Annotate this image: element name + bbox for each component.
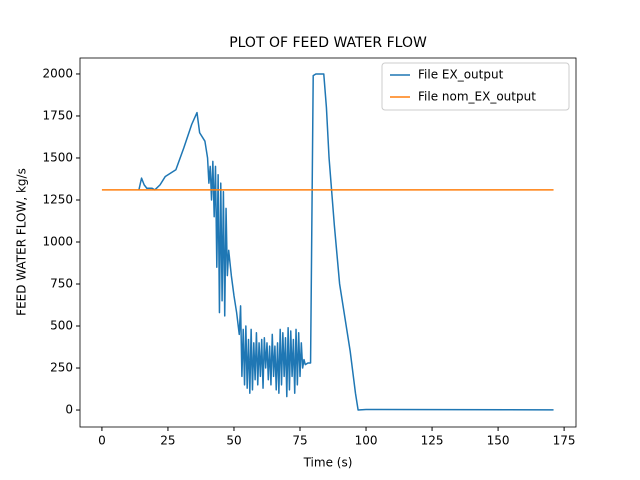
y-axis-label: FEED WATER FLOW, kg/s bbox=[15, 168, 29, 316]
y-tick-label: 500 bbox=[50, 319, 73, 333]
y-tick-label: 750 bbox=[50, 277, 73, 291]
y-tick-label: 1750 bbox=[42, 108, 73, 122]
x-tick-label: 75 bbox=[292, 434, 307, 448]
x-tick-label: 50 bbox=[226, 434, 241, 448]
x-tick-label: 100 bbox=[355, 434, 378, 448]
y-tick-label: 2000 bbox=[42, 66, 73, 80]
y-tick-label: 1500 bbox=[42, 150, 73, 164]
x-tick-label: 25 bbox=[160, 434, 175, 448]
x-tick-label: 125 bbox=[421, 434, 444, 448]
plot-frame bbox=[79, 57, 577, 428]
x-tick-label: 0 bbox=[98, 434, 106, 448]
y-tick-label: 250 bbox=[50, 361, 73, 375]
series-line bbox=[138, 73, 554, 411]
x-tick-label: 150 bbox=[487, 434, 510, 448]
x-axis-label: Time (s) bbox=[303, 456, 353, 470]
y-tick-label: 1250 bbox=[42, 192, 73, 206]
y-tick-label: 1000 bbox=[42, 234, 73, 248]
chart-title: PLOT OF FEED WATER FLOW bbox=[229, 35, 427, 51]
legend-box bbox=[381, 62, 570, 111]
legend-label: File nom_EX_output bbox=[418, 90, 536, 104]
y-tick-label: 0 bbox=[65, 403, 73, 417]
x-tick-label: 175 bbox=[553, 434, 576, 448]
legend-label: File EX_output bbox=[418, 68, 504, 82]
